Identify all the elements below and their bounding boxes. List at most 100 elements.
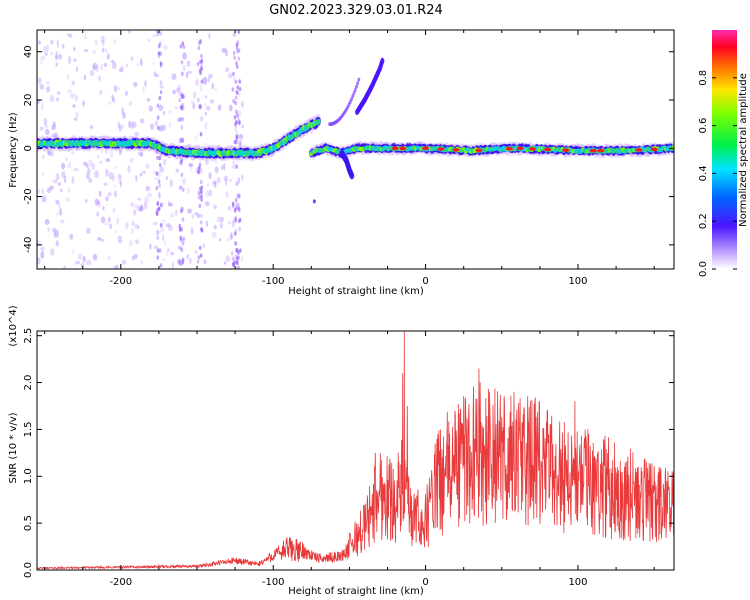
spectrogram-noise-dot bbox=[118, 178, 122, 185]
spectrogram-noise-dot bbox=[67, 74, 70, 80]
spectrogram-noise-column-dot bbox=[236, 194, 240, 199]
spectrogram-noise-dot bbox=[113, 38, 117, 45]
spectrogram-noise-dot bbox=[45, 44, 49, 52]
spectrogram-noise-dot bbox=[214, 157, 218, 164]
spectrogram-noise-column-dot bbox=[181, 217, 185, 222]
spectrogram-noise-column-dot bbox=[239, 248, 242, 253]
spectrogram-noise-dot bbox=[186, 60, 191, 67]
spectrogram-noise-dot bbox=[44, 124, 49, 129]
spectrogram-noise-dot bbox=[169, 251, 175, 256]
spectrogram-noise-dot bbox=[144, 80, 147, 87]
spectrogram-noise-dot bbox=[163, 44, 168, 50]
spectrogram-noise-dot bbox=[240, 101, 245, 108]
spectrogram-noise-dot bbox=[117, 121, 121, 128]
spectrogram-noise-dot bbox=[53, 231, 57, 238]
spectrogram-xtick-label: 0 bbox=[422, 276, 428, 287]
spectrogram-hotspot-cyan bbox=[239, 150, 246, 156]
spectrogram-noise-column-dot bbox=[233, 55, 236, 61]
spectrogram-noise-column-dot bbox=[234, 207, 237, 212]
spectrogram-noise-column-dot bbox=[179, 138, 183, 143]
spectrogram-xtick-label: -200 bbox=[109, 276, 132, 287]
spectrogram-noise-dot bbox=[37, 189, 41, 194]
snr-xtick-label: 0 bbox=[422, 577, 428, 588]
spectrogram-noise-dot bbox=[73, 168, 79, 172]
spectrogram-noise-dot bbox=[103, 62, 108, 67]
spectrogram-noise-dot bbox=[50, 248, 55, 256]
spectrogram-noise-dot bbox=[154, 176, 159, 181]
spectrogram-noise-dot bbox=[197, 196, 200, 200]
spectrogram-noise-dot bbox=[98, 160, 103, 165]
snr-xlabel: Height of straight line (km) bbox=[288, 586, 424, 597]
spectrogram-noise-dot bbox=[176, 87, 181, 93]
spectrogram-noise-dot bbox=[112, 175, 115, 182]
spectrogram-noise-dot bbox=[83, 49, 89, 53]
spectrogram-noise-dot bbox=[47, 226, 50, 233]
spectrogram-noise-dot bbox=[118, 125, 122, 132]
spectrogram-noise-column-dot bbox=[178, 261, 181, 266]
spectrogram-noise-dot bbox=[37, 239, 40, 247]
spectrogram-noise-column-dot bbox=[156, 201, 160, 207]
spectrogram-noise-column-dot bbox=[237, 118, 241, 124]
spectrogram-noise-column-dot bbox=[238, 120, 241, 126]
spectrogram-hotspot bbox=[399, 146, 407, 151]
spectrogram-noise-dot bbox=[55, 240, 59, 247]
spectrogram-noise-column-dot bbox=[235, 134, 239, 139]
spectrogram-noise-dot bbox=[240, 256, 244, 262]
spectrogram-noise-dot bbox=[187, 70, 193, 75]
spectrogram-noise-dot bbox=[51, 124, 56, 131]
spectrogram-noise-dot bbox=[204, 95, 208, 99]
spectrogram-noise-column-dot bbox=[199, 132, 203, 137]
spectrogram-noise-column-dot bbox=[232, 98, 235, 104]
spectrogram-noise-dot bbox=[203, 259, 207, 265]
spectrogram-noise-dot bbox=[89, 125, 93, 130]
spectrogram-noise-column-dot bbox=[179, 159, 183, 165]
spectrogram-noise-dot bbox=[104, 222, 110, 226]
spectrogram-noise-dot bbox=[152, 61, 155, 66]
spectrogram-noise-dot bbox=[39, 58, 43, 65]
spectrogram-noise-dot bbox=[204, 122, 208, 130]
spectrogram-arc-faint bbox=[357, 77, 361, 82]
spectrogram-noise-column-dot bbox=[156, 103, 160, 108]
spectrogram-noise-dot bbox=[117, 174, 122, 180]
spectrogram-noise-dot bbox=[57, 182, 62, 186]
spectrogram-noise-dot bbox=[96, 199, 101, 205]
spectrogram-noise-dot bbox=[219, 222, 223, 229]
spectrogram-noise-dot bbox=[74, 259, 77, 266]
spectrogram-noise-column-dot bbox=[234, 79, 238, 85]
spectrogram-noise-dot bbox=[150, 123, 155, 130]
spectrogram-noise-dot bbox=[100, 148, 104, 155]
spectrogram-noise-dot bbox=[230, 233, 233, 240]
spectrogram-noise-dot bbox=[204, 201, 207, 207]
spectrogram-noise-dot bbox=[117, 239, 123, 244]
spectrogram-noise-column-dot bbox=[233, 260, 236, 265]
spectrogram-noise-dot bbox=[37, 257, 41, 265]
spectrogram-noise-dot bbox=[131, 255, 136, 261]
spectrogram-noise-dot bbox=[237, 177, 241, 184]
spectrogram-noise-dot bbox=[140, 152, 143, 157]
spectrogram-noise-dot bbox=[235, 131, 240, 135]
spectrogram-noise-dot bbox=[92, 65, 95, 70]
spectrogram-noise-column-dot bbox=[198, 162, 202, 168]
snr-ylabel: SNR (10 * v/v) bbox=[8, 412, 19, 483]
spectrogram-noise-column-dot bbox=[181, 41, 185, 46]
spectrogram-noise-dot bbox=[86, 167, 91, 174]
spectrogram-noise-dot bbox=[194, 249, 198, 255]
spectrogram-hotspot bbox=[597, 148, 605, 153]
spectrogram-noise-dot bbox=[68, 233, 72, 240]
spectrogram-noise-column-dot bbox=[181, 259, 185, 265]
snr-ytick-label: 1.0 bbox=[23, 468, 34, 484]
spectrogram-noise-dot bbox=[56, 39, 59, 48]
spectrogram-noise-column-dot bbox=[199, 71, 202, 76]
spectrogram-noise-dot bbox=[105, 158, 111, 163]
spectrogram-hotspot-cyan bbox=[178, 149, 185, 155]
spectrogram-noise-dot bbox=[231, 164, 237, 170]
spectrogram-noise-column-dot bbox=[238, 142, 242, 147]
spectrogram-noise-dot bbox=[159, 85, 164, 89]
spectrogram-noise-dot bbox=[46, 187, 51, 194]
snr-xtick-label: -100 bbox=[262, 577, 285, 588]
spectrogram-noise-column-dot bbox=[156, 32, 159, 37]
spectrogram-noise-dot bbox=[62, 43, 65, 49]
spectrogram-noise-dot bbox=[39, 126, 44, 131]
spectrogram-noise-dot bbox=[63, 175, 67, 184]
spectrogram-ytick-label: -20 bbox=[23, 188, 34, 204]
